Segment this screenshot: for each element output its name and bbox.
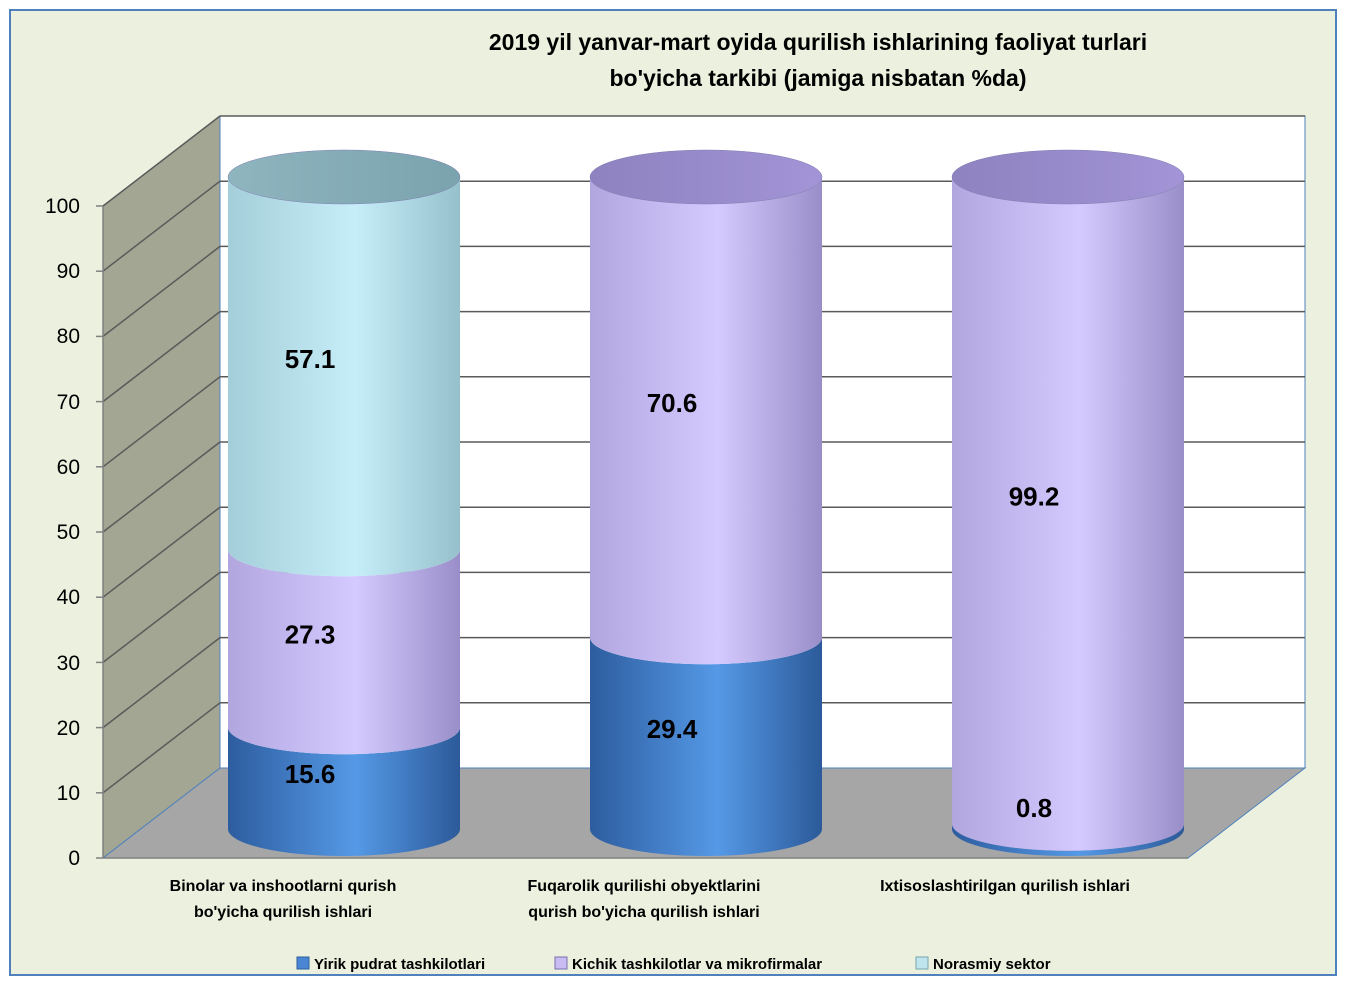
data-label: 27.3 <box>285 619 336 649</box>
bar-segment-0 <box>228 727 460 856</box>
gridline-side <box>102 115 221 207</box>
y-ticks: 0 10 20 30 40 50 60 70 80 90 100 <box>45 195 80 870</box>
data-label: 29.4 <box>647 714 698 744</box>
gridline-side <box>102 441 221 533</box>
bar-segment-0 <box>590 637 822 856</box>
y-tick-label: 30 <box>57 652 80 675</box>
bar-top-cap <box>951 149 1185 205</box>
gridline-side <box>102 311 221 403</box>
legend-swatch-norasmiy <box>915 956 929 970</box>
bar-segment-0 <box>952 823 1184 856</box>
x-category-label: Binolar va inshootlarni qurish <box>170 878 397 895</box>
y-tick-label: 60 <box>57 456 80 479</box>
y-tick-label: 100 <box>45 195 80 218</box>
gridline-side <box>102 245 221 337</box>
gridline-side <box>102 180 221 272</box>
data-labels: 15.6 27.3 57.1 29.4 70.6 0.8 99.2 <box>285 344 1060 823</box>
plot-bars <box>227 149 1185 856</box>
chart-title-line-2: bo'yicha tarkibi (jamiga nisbatan %da) <box>609 65 1026 91</box>
gridline-side <box>102 571 221 663</box>
gridline-side <box>102 702 221 794</box>
y-tick-label: 10 <box>57 782 80 805</box>
gridline-side <box>102 506 221 598</box>
legend-label-kichik: Kichik tashkilotlar va mikrofirmalar <box>572 956 822 973</box>
x-category-label: Ixtisoslashtirilgan qurilish ishlari <box>880 878 1130 895</box>
bar-segment-1 <box>228 549 460 755</box>
gridline-side <box>102 637 221 729</box>
x-category-label: Fuqarolik qurilishi obyektlarini <box>528 878 761 895</box>
bar-segment-1 <box>590 177 822 665</box>
data-label: 0.8 <box>1016 793 1052 823</box>
x-categories: Binolar va inshootlarni qurish bo'yicha … <box>170 878 1130 921</box>
y-tick-label: 50 <box>57 521 80 544</box>
legend-label-yirik: Yirik pudrat tashkilotlari <box>314 956 485 973</box>
x-category-label: qurish bo'yicha qurilish ishlari <box>528 904 759 921</box>
bar-top-cap <box>227 149 461 205</box>
gridline-side <box>102 376 221 468</box>
legend-label-norasmiy: Norasmiy sektor <box>933 956 1051 973</box>
legend-swatch-kichik <box>554 956 568 970</box>
data-label: 57.1 <box>285 344 336 374</box>
data-label: 70.6 <box>647 388 698 418</box>
y-tick-label: 70 <box>57 391 80 414</box>
y-tick-label: 90 <box>57 260 80 283</box>
y-tick-label: 80 <box>57 325 80 348</box>
y-tick-label: 20 <box>57 717 80 740</box>
data-label: 15.6 <box>285 759 336 789</box>
bar-segment-2 <box>228 177 460 577</box>
y-tick-label: 40 <box>57 586 80 609</box>
legend-swatch-yirik <box>296 956 310 970</box>
chart-title-line-1: 2019 yil yanvar-mart oyida qurilish ishl… <box>489 29 1147 55</box>
bar-segment-1 <box>952 177 1184 851</box>
y-tick-label: 0 <box>68 847 80 870</box>
x-category-label: bo'yicha qurilish ishlari <box>194 904 372 921</box>
bar-top-cap <box>589 149 823 205</box>
legend: Yirik pudrat tashkilotlari Kichik tashki… <box>296 956 1051 973</box>
data-label: 99.2 <box>1009 481 1060 511</box>
